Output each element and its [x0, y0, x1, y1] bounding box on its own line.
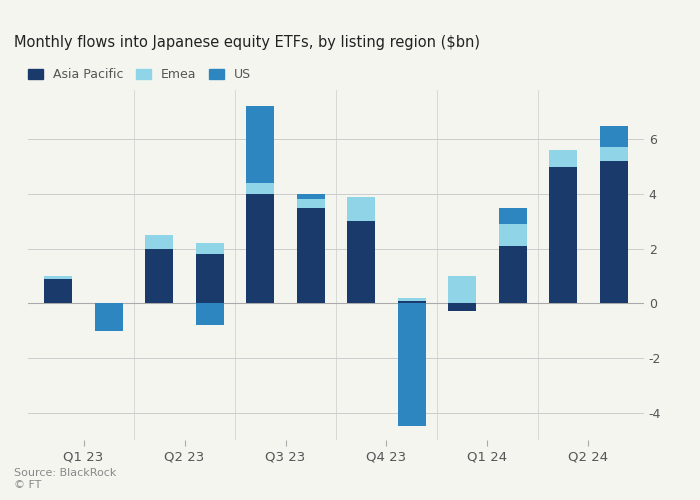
Bar — [95, 304, 122, 330]
Bar — [499, 208, 526, 224]
Bar — [600, 161, 628, 304]
Bar — [398, 304, 426, 426]
Bar — [499, 224, 526, 246]
Bar — [347, 221, 375, 304]
Bar — [246, 183, 274, 194]
Bar — [600, 126, 628, 148]
Bar — [196, 304, 224, 325]
Text: Monthly flows into Japanese equity ETFs, by listing region ($bn): Monthly flows into Japanese equity ETFs,… — [14, 35, 480, 50]
Bar — [297, 208, 325, 304]
Bar — [196, 243, 224, 254]
Legend: Asia Pacific, Emea, US: Asia Pacific, Emea, US — [28, 68, 251, 81]
Text: Source: BlackRock
© FT: Source: BlackRock © FT — [14, 468, 116, 490]
Bar — [297, 194, 325, 200]
Bar — [550, 150, 577, 166]
Bar — [44, 276, 72, 278]
Bar — [347, 196, 375, 221]
Bar — [246, 106, 274, 183]
Bar — [600, 148, 628, 161]
Bar — [297, 200, 325, 207]
Bar — [398, 298, 426, 300]
Bar — [499, 246, 526, 304]
Bar — [44, 278, 72, 303]
Bar — [246, 194, 274, 304]
Bar — [398, 300, 426, 304]
Bar — [146, 248, 173, 304]
Bar — [448, 276, 476, 303]
Bar — [550, 166, 577, 304]
Bar — [196, 254, 224, 304]
Bar — [146, 235, 173, 248]
Bar — [448, 304, 476, 312]
